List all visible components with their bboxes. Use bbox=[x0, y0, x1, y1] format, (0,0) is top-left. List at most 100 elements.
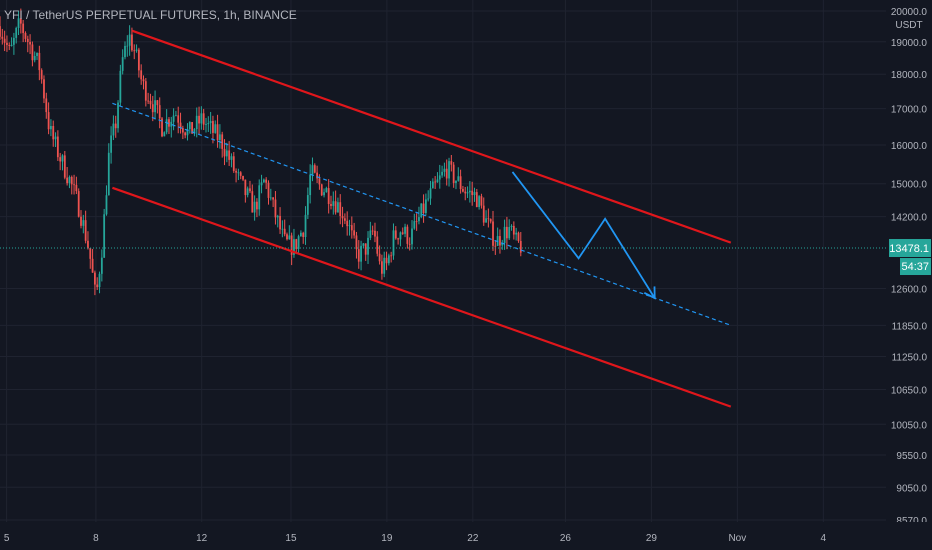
candle-body bbox=[47, 112, 50, 130]
candle-body bbox=[184, 132, 187, 136]
candle-body bbox=[267, 182, 270, 198]
candle-body bbox=[360, 245, 362, 262]
candle-body bbox=[355, 235, 358, 250]
candle-body bbox=[50, 125, 52, 130]
candle-body bbox=[512, 225, 515, 235]
candles bbox=[0, 8, 522, 296]
time-axis-tick: Nov bbox=[728, 533, 746, 544]
price-axis-tick: 15000.0 bbox=[891, 180, 928, 191]
candle-body bbox=[468, 190, 471, 193]
candle-body bbox=[209, 121, 212, 124]
price-axis-tick: 14200.0 bbox=[891, 213, 928, 224]
candle-body bbox=[260, 182, 263, 186]
candle-body bbox=[385, 257, 388, 264]
candle-body bbox=[457, 176, 460, 181]
candle-body bbox=[337, 202, 339, 213]
candle-body bbox=[202, 113, 205, 125]
candle-body bbox=[374, 230, 376, 237]
candle-body bbox=[142, 79, 145, 82]
candle-body bbox=[258, 185, 261, 210]
candle-body bbox=[418, 217, 420, 222]
candle-body bbox=[33, 55, 36, 61]
price-axis-tick: 11850.0 bbox=[892, 321, 928, 332]
candle-body bbox=[427, 198, 430, 200]
time-axis-tick: 15 bbox=[285, 533, 297, 544]
candle-body bbox=[131, 34, 133, 51]
candle-body bbox=[492, 221, 494, 246]
candle-body bbox=[96, 284, 99, 288]
price-axis-currency: USDT bbox=[895, 20, 922, 31]
candle-body bbox=[309, 174, 312, 196]
time-axis-tick: 8 bbox=[93, 533, 99, 544]
candle-body bbox=[45, 98, 48, 113]
candle-body bbox=[135, 49, 138, 51]
candle-body bbox=[133, 50, 136, 52]
candle-body bbox=[1, 36, 4, 39]
price-axis-tick: 16000.0 bbox=[891, 141, 928, 152]
candle-body bbox=[381, 261, 383, 274]
candle-body bbox=[436, 179, 439, 183]
time-axis-tick: 22 bbox=[467, 533, 479, 544]
countdown-label: 54:37 bbox=[901, 261, 929, 273]
candle-body bbox=[239, 172, 242, 176]
candle-body bbox=[119, 70, 122, 103]
candle-body bbox=[276, 215, 279, 218]
candle-body bbox=[411, 228, 413, 245]
candle-body bbox=[103, 214, 106, 258]
candle-body bbox=[149, 100, 152, 105]
candle-body bbox=[353, 230, 356, 236]
time-axis-tick: 26 bbox=[560, 533, 572, 544]
price-axis-tick: 18000.0 bbox=[891, 70, 928, 81]
candle-body bbox=[168, 119, 170, 127]
candle-body bbox=[186, 129, 189, 136]
candle-body bbox=[283, 228, 286, 235]
candle-body bbox=[499, 236, 501, 246]
candle-body bbox=[15, 27, 18, 38]
candle-body bbox=[70, 176, 73, 185]
candle-body bbox=[198, 115, 200, 124]
candle-body bbox=[441, 171, 443, 176]
candle-body bbox=[272, 197, 275, 200]
candle-body bbox=[489, 219, 492, 222]
candle-body bbox=[279, 215, 281, 230]
candle-body bbox=[207, 123, 210, 125]
candle-body bbox=[93, 272, 96, 285]
candle-body bbox=[38, 52, 41, 71]
candle-body bbox=[165, 119, 168, 133]
candle-body bbox=[244, 179, 247, 196]
candle-body bbox=[172, 115, 175, 122]
candle-body bbox=[124, 45, 126, 58]
candle-body bbox=[357, 249, 360, 262]
candle-body bbox=[304, 214, 307, 237]
candle-body bbox=[318, 178, 321, 185]
candle-body bbox=[188, 122, 191, 130]
projection-path bbox=[511, 171, 656, 299]
symbol-title[interactable]: YFI / TetherUS PERPETUAL FUTURES, 1h, BI… bbox=[4, 8, 297, 22]
candle-body bbox=[8, 44, 11, 46]
candle-body bbox=[316, 172, 318, 179]
candle-body bbox=[253, 201, 256, 213]
candle-body bbox=[246, 188, 249, 196]
candle-body bbox=[52, 125, 55, 140]
candle-body bbox=[126, 45, 129, 47]
candle-body bbox=[144, 81, 147, 101]
candle-body bbox=[341, 216, 344, 219]
candle-body bbox=[434, 181, 437, 183]
candle-body bbox=[84, 220, 87, 241]
candle-body bbox=[397, 238, 400, 240]
candle-body bbox=[228, 150, 231, 160]
price-axis-tick: 9550.0 bbox=[896, 451, 927, 462]
candle-body bbox=[26, 38, 29, 42]
candle-body bbox=[140, 70, 143, 80]
candle-body bbox=[443, 168, 446, 172]
candle-body bbox=[501, 242, 504, 246]
candle-body bbox=[54, 136, 57, 140]
candle-body bbox=[401, 232, 404, 234]
candle-body bbox=[223, 148, 226, 157]
price-axis-tick: 19000.0 bbox=[891, 38, 928, 49]
candle-body bbox=[177, 115, 180, 123]
candle-body bbox=[286, 234, 288, 240]
candle-body bbox=[156, 100, 159, 106]
candle-body bbox=[448, 161, 450, 179]
